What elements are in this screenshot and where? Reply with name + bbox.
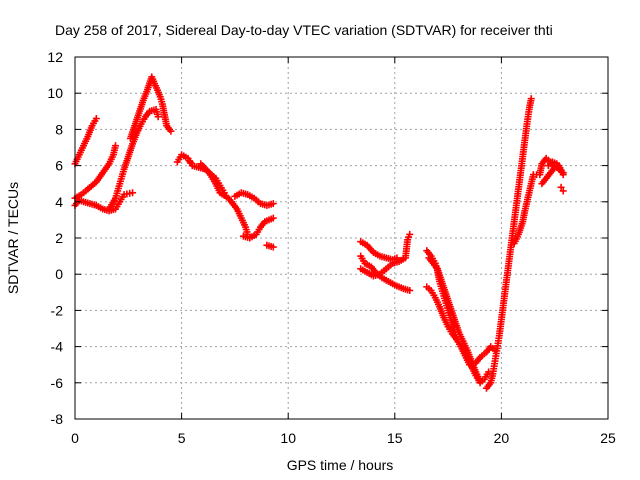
data-point xyxy=(559,171,567,179)
data-point xyxy=(129,189,137,197)
x-tick-label: 5 xyxy=(178,430,186,446)
data-point xyxy=(269,243,277,251)
y-tick-label: -2 xyxy=(51,302,64,318)
data-point xyxy=(559,187,567,195)
chart-title: Day 258 of 2017, Sidereal Day-to-day VTE… xyxy=(55,22,553,38)
data-point xyxy=(527,95,535,103)
data-point xyxy=(186,158,194,166)
y-tick-label: 8 xyxy=(55,121,63,137)
y-tick-label: 10 xyxy=(47,85,63,101)
data-point xyxy=(557,167,565,175)
y-tick-label: 4 xyxy=(55,194,63,210)
x-tick-label: 25 xyxy=(600,430,616,446)
y-tick-label: -4 xyxy=(51,339,64,355)
x-axis-title: GPS time / hours xyxy=(287,457,394,473)
data-point xyxy=(154,113,162,121)
data-point xyxy=(406,286,414,294)
y-tick-label: 12 xyxy=(47,49,63,65)
x-tick-label: 10 xyxy=(280,430,296,446)
y-tick-label: 2 xyxy=(55,230,63,246)
data-points xyxy=(71,73,567,392)
data-point xyxy=(167,127,175,135)
x-tick-label: 20 xyxy=(494,430,510,446)
y-tick-label: 6 xyxy=(55,158,63,174)
tick-labels: 0 5 10 15 20 25 -8 -6 -4 -2 0 2 4 6 8 10 12 xyxy=(47,49,616,446)
data-point xyxy=(269,200,277,208)
data-point xyxy=(112,142,120,150)
data-point xyxy=(269,214,277,222)
y-tick-label: -8 xyxy=(51,411,64,427)
x-tick-label: 15 xyxy=(387,430,403,446)
data-point xyxy=(557,183,565,191)
axis-ticks xyxy=(74,56,609,420)
x-tick-label: 0 xyxy=(71,430,79,446)
y-tick-label: 0 xyxy=(55,266,63,282)
y-tick-label: -6 xyxy=(51,375,64,391)
data-point xyxy=(92,115,100,123)
data-point xyxy=(406,230,414,238)
y-axis-title: SDTVAR / TECUs xyxy=(5,182,21,294)
grid-lines xyxy=(75,57,608,419)
